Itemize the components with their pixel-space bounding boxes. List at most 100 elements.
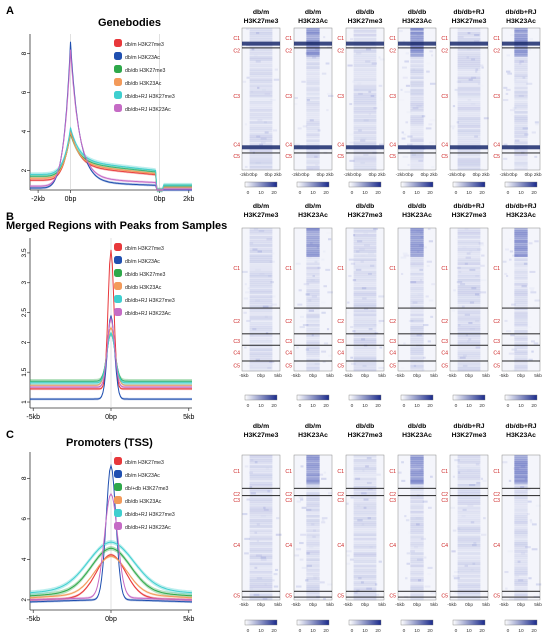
heatmap-row	[306, 70, 320, 73]
heatmap-speck	[471, 103, 476, 105]
color-scale-bar	[504, 619, 538, 626]
heatmap-row	[249, 315, 273, 319]
heatmap-row	[457, 368, 481, 372]
heatmap-row	[353, 311, 377, 315]
heatmap-speck	[326, 328, 330, 331]
heatmap-row	[457, 274, 481, 278]
cluster-separator	[502, 495, 540, 497]
heatmap-row	[410, 352, 424, 355]
heatmap-row	[514, 481, 528, 485]
cluster-label: C3	[233, 94, 240, 100]
heatmap-speck	[264, 315, 268, 318]
heatmap-row	[410, 348, 424, 351]
heatmap-speck	[469, 268, 476, 271]
sample-label: db/m	[253, 423, 269, 430]
heatmap-speck	[421, 368, 425, 371]
heatmap-row	[306, 289, 320, 292]
heatmap-row	[457, 597, 481, 601]
heatmap-speck	[244, 283, 247, 286]
heatmap-speck	[260, 558, 267, 561]
series-line	[29, 493, 193, 601]
heatmap-speck	[426, 70, 430, 73]
heatmap-row	[306, 527, 320, 530]
heatmap-row	[410, 330, 424, 333]
heatmap-row	[306, 52, 320, 55]
cluster-label: C1	[389, 266, 396, 272]
heatmap-row	[306, 558, 320, 561]
heatmap-row	[306, 481, 320, 485]
heatmap-row	[306, 550, 320, 553]
heatmap-speck	[527, 500, 532, 503]
heatmap-speck	[401, 137, 406, 140]
heatmap-row	[306, 74, 320, 77]
heatmap-row	[457, 268, 481, 272]
heatmap-row	[306, 86, 320, 90]
heatmap-row	[306, 498, 320, 501]
heatmap-row	[353, 119, 377, 122]
cluster-label: C1	[389, 469, 396, 475]
cluster-label: C2	[337, 319, 344, 325]
heatmap-speck	[327, 492, 333, 495]
heatmap-row	[410, 84, 424, 88]
heatmap-speck	[361, 255, 366, 257]
heatmap-row	[306, 242, 320, 245]
heatmap-row	[410, 324, 424, 327]
heatmap-row	[306, 597, 320, 601]
heatmap-speck	[251, 90, 254, 93]
cluster-label: C2	[441, 49, 448, 55]
color-scale-bar	[400, 181, 434, 188]
heatmap-x-tick: -5kb	[291, 373, 301, 379]
cluster-separator	[450, 145, 488, 150]
heatmap-row	[410, 252, 424, 255]
series-line	[30, 49, 192, 191]
heatmap-row	[514, 274, 528, 278]
heatmap-row	[306, 295, 320, 298]
heatmap-row	[410, 486, 424, 489]
heatmap-speck	[410, 281, 417, 284]
color-scale-tick: 20	[271, 190, 277, 196]
heatmap-row	[306, 56, 320, 59]
heatmap-speck	[416, 34, 421, 37]
heatmap-speck	[477, 295, 481, 297]
series-line	[29, 547, 193, 597]
heatmap-row	[353, 137, 377, 140]
heatmap-speck	[244, 537, 251, 540]
heatmap-row	[306, 488, 320, 491]
heatmap-speck	[474, 135, 478, 138]
heatmap-row	[410, 473, 424, 477]
heatmap-speck	[273, 573, 278, 576]
color-scale-tick: 20	[479, 403, 485, 409]
heatmap-speck	[313, 575, 320, 578]
heatmap-x-tick: -5kb	[239, 373, 249, 379]
heatmap-row	[249, 319, 273, 323]
heatmap-speck	[354, 89, 358, 91]
heatmap-row	[514, 362, 528, 366]
heatmap-speck	[466, 252, 471, 255]
heatmap-row	[306, 560, 320, 564]
heatmap-row	[249, 334, 273, 337]
heatmap-row	[457, 311, 481, 315]
heatmap-row	[353, 40, 377, 43]
heatmap-row	[514, 546, 528, 549]
heatmap-row	[353, 155, 377, 159]
heatmap-row	[249, 80, 273, 84]
heatmap-row	[249, 465, 273, 468]
heatmap-row	[514, 484, 528, 487]
heatmap-row	[457, 117, 481, 120]
heatmap-speck	[300, 320, 304, 322]
heatmap-row	[249, 484, 273, 487]
y-tick-label: 2	[21, 340, 28, 344]
heatmap-row	[249, 525, 273, 528]
heatmap-row	[353, 262, 377, 266]
heatmap-speck	[246, 76, 250, 79]
cluster-separator	[294, 596, 332, 598]
heatmap-speck	[471, 76, 477, 79]
color-scale-tick: 0	[247, 190, 250, 196]
heatmap-row	[457, 94, 481, 98]
color-scale-tick: 0	[247, 628, 250, 634]
heatmap-row	[353, 125, 377, 128]
heatmap-speck	[270, 281, 275, 284]
heatmap-row	[457, 360, 481, 364]
heatmap-row	[457, 230, 481, 233]
